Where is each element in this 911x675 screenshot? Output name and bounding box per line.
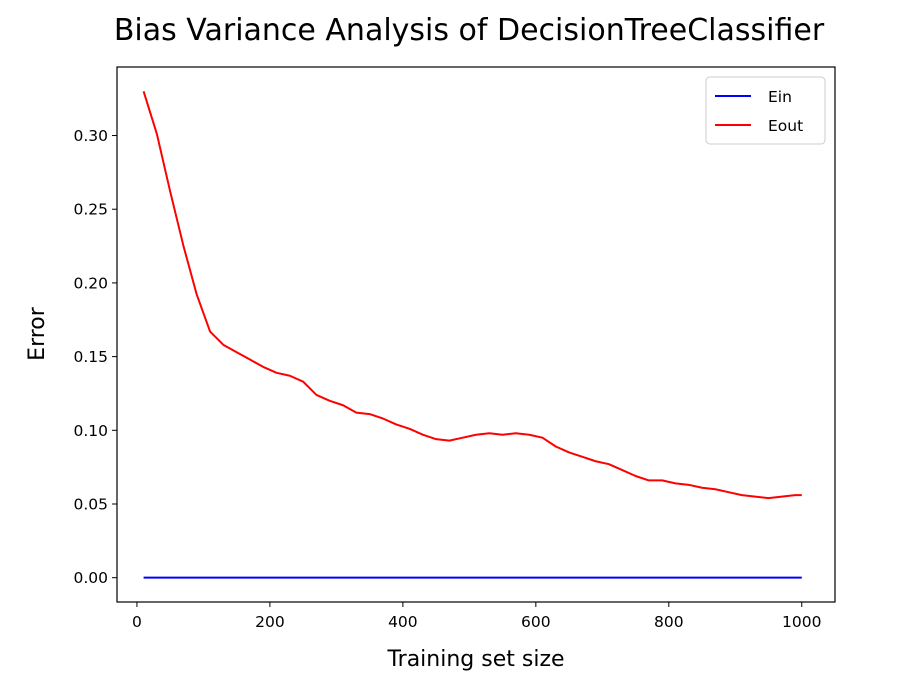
x-axis-ticks: 0 200 400 600 800 1000 xyxy=(132,602,821,631)
y-tick-label: 0.10 xyxy=(73,422,108,440)
plot-lines xyxy=(142,91,802,579)
y-tick-label: 0.25 xyxy=(73,201,108,219)
y-tick-label: 0.30 xyxy=(73,127,108,145)
x-axis-label: Training set size xyxy=(386,647,564,672)
y-axis-label: Error xyxy=(25,306,50,361)
y-tick-label: 0.15 xyxy=(73,348,108,366)
legend-box xyxy=(705,76,826,145)
series-line-eout xyxy=(142,91,802,500)
x-tick-label: 0 xyxy=(132,613,142,631)
y-axis-ticks: 0.00 0.05 0.10 0.15 0.20 0.25 0.30 xyxy=(73,127,117,587)
y-tick-label: 0.00 xyxy=(73,569,108,587)
x-tick-label: 1000 xyxy=(782,613,821,631)
chart-title: Bias Variance Analysis of DecisionTreeCl… xyxy=(114,13,825,48)
x-tick-label: 800 xyxy=(654,613,684,631)
x-tick-label: 400 xyxy=(388,613,418,631)
legend-label-eout: Eout xyxy=(768,117,803,135)
legend: Ein Eout xyxy=(705,76,826,145)
x-tick-label: 600 xyxy=(521,613,551,631)
plot-frame xyxy=(116,66,836,603)
y-tick-label: 0.05 xyxy=(73,495,108,513)
x-tick-label: 200 xyxy=(255,613,285,631)
y-tick-label: 0.20 xyxy=(73,274,108,292)
legend-label-ein: Ein xyxy=(768,88,792,106)
